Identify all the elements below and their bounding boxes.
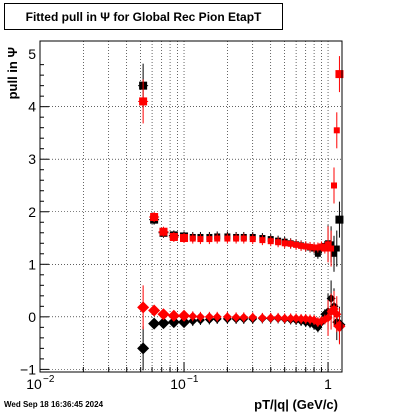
data-point (281, 240, 288, 247)
data-point (323, 313, 333, 323)
y-tick-label: 1 (28, 256, 36, 272)
data-point (206, 236, 213, 243)
x-tick-label: 10 (170, 376, 186, 392)
data-point (169, 232, 178, 241)
data-point (311, 244, 318, 251)
data-point (178, 309, 191, 322)
data-point (293, 241, 300, 248)
data-point (139, 97, 148, 106)
y-tick-label: −1 (20, 361, 36, 377)
data-point (197, 236, 204, 243)
y-tick-label: 3 (28, 151, 36, 167)
data-point (159, 227, 168, 236)
data-point (195, 312, 205, 322)
y-axis-label: pull in Ψ (5, 47, 20, 99)
data-point (335, 70, 344, 79)
data-point (296, 314, 306, 324)
data-point (321, 245, 328, 252)
timestamp: Wed Sep 18 16:36:45 2024 (4, 400, 104, 409)
data-point (307, 243, 314, 250)
data-point (314, 244, 321, 251)
x-tick-label: 1 (324, 376, 332, 392)
series-1 (138, 63, 344, 272)
data-point (325, 241, 332, 248)
data-point (249, 236, 256, 243)
data-point (331, 182, 338, 189)
y-tick-label: 0 (28, 309, 36, 325)
data-point (150, 213, 159, 222)
plot-frame (39, 40, 343, 373)
data-point (157, 317, 170, 330)
data-point (333, 127, 340, 134)
x-tick-label: 10 (26, 376, 42, 392)
data-point (266, 313, 276, 323)
data-point (287, 240, 294, 247)
data-point (239, 312, 249, 322)
x-tick-exponent: −2 (43, 374, 55, 385)
data-point (259, 237, 266, 244)
data-point (148, 317, 161, 330)
data-point (267, 238, 274, 245)
y-tick-label: 5 (28, 46, 36, 62)
data-point (222, 312, 232, 322)
data-point (302, 243, 309, 250)
data-point (273, 313, 283, 323)
data-point (257, 313, 267, 323)
data-point (137, 301, 150, 314)
data-point (314, 250, 321, 257)
data-point (318, 243, 325, 250)
data-point (137, 342, 150, 355)
chart-title: Fitted pull in Ψ for Global Rec Pion Eta… (4, 3, 283, 30)
data-point (157, 308, 170, 321)
x-axis-label: pT/|q| (GeV/c) (254, 397, 338, 412)
data-point (298, 242, 305, 249)
data-point (331, 250, 338, 257)
data-point (233, 235, 240, 242)
data-point (148, 304, 161, 317)
x-tick-exponent: −1 (187, 374, 199, 385)
data-point (188, 311, 198, 321)
data-point (333, 245, 340, 252)
data-point (204, 312, 214, 322)
data-point (248, 312, 258, 322)
data-point (178, 316, 191, 329)
data-point (180, 234, 189, 243)
data-markers (137, 56, 346, 371)
data-point (335, 215, 344, 224)
data-point (275, 239, 282, 246)
data-point (224, 235, 231, 242)
data-point (167, 309, 180, 322)
data-point (286, 313, 296, 323)
y-tick-label: 4 (28, 99, 36, 115)
y-tick-label: 2 (28, 204, 36, 220)
data-point (189, 235, 196, 242)
series-2 (138, 56, 344, 267)
series-4 (137, 285, 346, 345)
data-point (167, 316, 180, 329)
data-point (214, 235, 221, 242)
data-point (328, 245, 335, 252)
data-point (231, 312, 241, 322)
data-point (240, 235, 247, 242)
data-point (212, 312, 222, 322)
data-point (280, 313, 290, 323)
